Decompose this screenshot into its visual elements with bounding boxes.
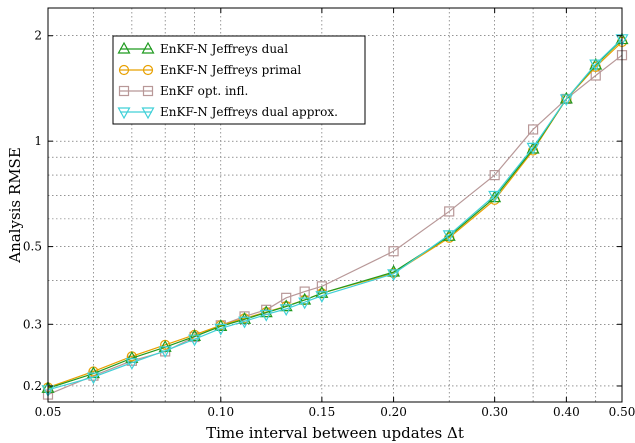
legend-label: EnKF-N Jeffreys primal bbox=[160, 63, 301, 77]
data-point bbox=[214, 319, 228, 331]
data-point bbox=[526, 142, 540, 155]
data-point bbox=[259, 305, 273, 318]
y-tick-label: 0.5 bbox=[23, 240, 42, 254]
data-point bbox=[238, 312, 252, 324]
plot-frame bbox=[47, 7, 623, 403]
legend: EnKF-N Jeffreys dual EnKF-N Jeffreys prim… bbox=[112, 35, 366, 125]
y-tick-label: 0.3 bbox=[23, 317, 42, 331]
data-point bbox=[444, 206, 455, 217]
x-tick-label: 0.10 bbox=[207, 405, 234, 419]
data-point bbox=[559, 94, 573, 107]
series-line bbox=[47, 39, 623, 389]
data-point bbox=[489, 170, 500, 181]
x-tick-label: 0.30 bbox=[481, 405, 508, 419]
data-point bbox=[298, 292, 312, 305]
data-point bbox=[281, 292, 292, 303]
legend-entry: EnKF-N Jeffreys primal bbox=[118, 63, 301, 77]
legend-entry: EnKF-N Jeffreys dual approx. bbox=[117, 105, 338, 120]
data-point bbox=[387, 269, 401, 282]
legend-marker bbox=[117, 41, 131, 54]
plot-series bbox=[41, 32, 629, 400]
legend-box bbox=[112, 35, 366, 125]
x-tick-label: 0.15 bbox=[309, 405, 336, 419]
data-point bbox=[259, 309, 273, 322]
x-tick-label: 0.20 bbox=[380, 405, 407, 419]
data-point bbox=[387, 264, 401, 277]
data-point bbox=[315, 291, 329, 303]
legend-label: EnKF opt. infl. bbox=[160, 84, 248, 98]
y-tick-label: 0.2 bbox=[23, 379, 42, 393]
legend-marker bbox=[117, 107, 131, 120]
data-point bbox=[316, 281, 327, 292]
legend-label: EnKF-N Jeffreys dual approx. bbox=[160, 105, 338, 119]
x-tick-label: 0.05 bbox=[35, 405, 62, 419]
y-axis-title: Analysis RMSE bbox=[6, 147, 24, 264]
data-point bbox=[279, 304, 293, 317]
data-point bbox=[527, 124, 539, 135]
series-line bbox=[47, 38, 623, 391]
y-tick-label: 1 bbox=[34, 134, 42, 148]
series-3 bbox=[41, 34, 629, 398]
data-point bbox=[188, 334, 202, 347]
legend-marker bbox=[142, 85, 154, 97]
data-point bbox=[214, 323, 228, 336]
legend-marker bbox=[141, 41, 155, 54]
legend-label: EnKF-N Jeffreys dual bbox=[160, 42, 288, 56]
x-tick-label: 0.50 bbox=[609, 405, 635, 419]
data-point bbox=[442, 230, 456, 243]
data-point bbox=[158, 346, 172, 359]
data-point bbox=[298, 297, 312, 310]
axis-ticks: 0.05 0.10 0.15 0.20 0.30 0.40 0.50 0.2 0.3 0.5 1 2 bbox=[23, 8, 635, 419]
legend-marker bbox=[118, 64, 130, 76]
legend-entry: EnKF-N Jeffreys dual bbox=[117, 41, 288, 56]
data-point bbox=[388, 246, 399, 257]
data-point bbox=[238, 316, 252, 329]
data-point bbox=[488, 190, 502, 203]
x-axis-title: Time interval between updates Δt bbox=[206, 424, 464, 442]
data-point bbox=[559, 91, 573, 104]
data-point bbox=[279, 299, 293, 312]
data-point bbox=[86, 372, 100, 385]
legend-marker bbox=[118, 85, 130, 97]
x-tick-label: 0.40 bbox=[553, 405, 580, 419]
data-point bbox=[589, 59, 603, 72]
data-point bbox=[125, 358, 139, 370]
legend-marker bbox=[141, 107, 155, 120]
legend-entry: EnKF opt. infl. bbox=[118, 84, 248, 98]
y-tick-label: 2 bbox=[34, 29, 42, 43]
legend-marker bbox=[142, 64, 154, 76]
